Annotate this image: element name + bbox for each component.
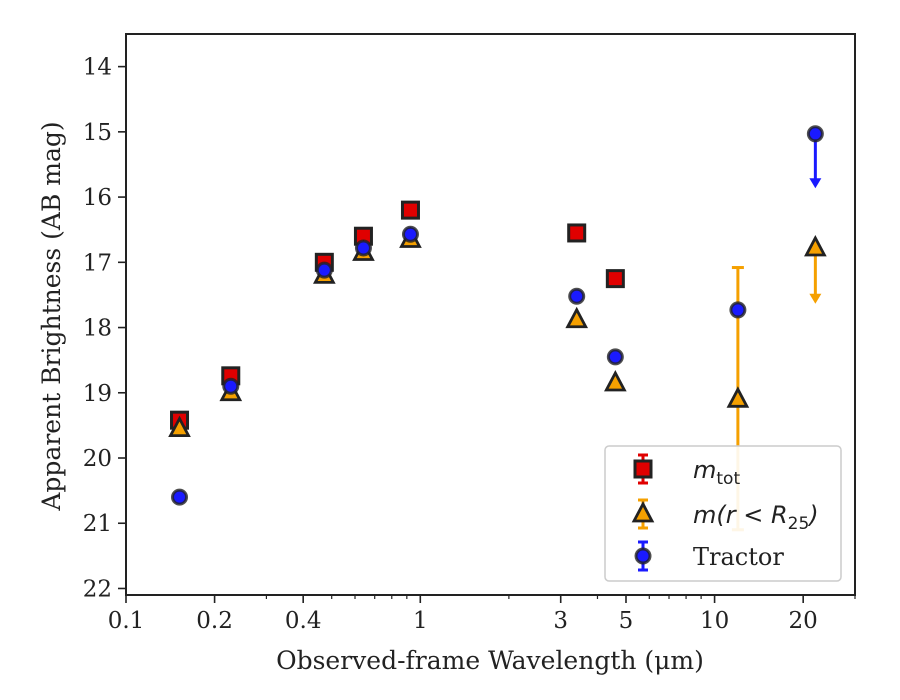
legend-entry: mtot (633, 453, 740, 489)
y-tick-label: 16 (83, 185, 112, 211)
y-tick-label: 15 (83, 120, 112, 146)
upper-limit-arrow (809, 293, 822, 304)
series-circle (171, 125, 824, 506)
x-tick-label: 3 (553, 608, 568, 634)
y-tick-label: 18 (83, 316, 112, 342)
data-point (726, 386, 750, 408)
legend-marker (631, 501, 655, 523)
y-axis-label: Apparent Brightness (AB mag) (37, 121, 66, 511)
x-tick-label: 0.1 (108, 608, 145, 634)
x-tick-label: 0.2 (196, 608, 233, 634)
legend-entry: m(r < R25) (631, 498, 819, 534)
data-point (400, 200, 420, 220)
y-tick-label: 20 (83, 446, 112, 472)
legend-marker (633, 459, 653, 479)
data-point (171, 488, 189, 506)
y-tick-label: 14 (83, 55, 112, 81)
data-point (222, 377, 240, 395)
data-point (315, 261, 333, 279)
data-point (568, 287, 586, 305)
x-axis-label: Observed-frame Wavelength (μm) (276, 646, 704, 675)
data-point (354, 239, 372, 257)
y-tick-label: 21 (83, 511, 112, 537)
data-point (565, 306, 589, 329)
data-point (605, 269, 625, 289)
axis-ticks: 0.1 0.2 0.4 1 3 5 10 20 14 15 16 17 18 19 20 21 22 (83, 55, 856, 634)
data-point (168, 415, 191, 438)
x-tick-label: 10 (700, 608, 729, 634)
data-point (604, 370, 627, 392)
y-tick-label: 17 (83, 250, 112, 276)
plot-frame (125, 33, 856, 596)
data-point (804, 234, 827, 257)
x-tick-label: 20 (789, 608, 818, 634)
upper-limit-arrow (809, 178, 822, 189)
data-point (567, 223, 587, 243)
y-tick-label: 22 (83, 576, 112, 602)
legend-box (604, 445, 842, 582)
data-point (806, 125, 824, 143)
legend-label: m(r < R25) (693, 501, 819, 534)
legend-label: mtot (693, 456, 740, 489)
x-tick-label: 0.4 (285, 608, 322, 634)
legend: mtot m(r < R25) Tractor (604, 445, 842, 582)
x-tick-label: 5 (619, 608, 634, 634)
data-point (606, 348, 624, 366)
legend-entry: Tractor (634, 540, 784, 572)
legend-label: Tractor (693, 543, 784, 571)
data-point (401, 225, 419, 243)
x-tick-label: 1 (413, 608, 428, 634)
data-point (729, 301, 747, 319)
legend-marker (634, 547, 652, 565)
data-marks (168, 125, 827, 532)
y-tick-label: 19 (83, 381, 112, 407)
